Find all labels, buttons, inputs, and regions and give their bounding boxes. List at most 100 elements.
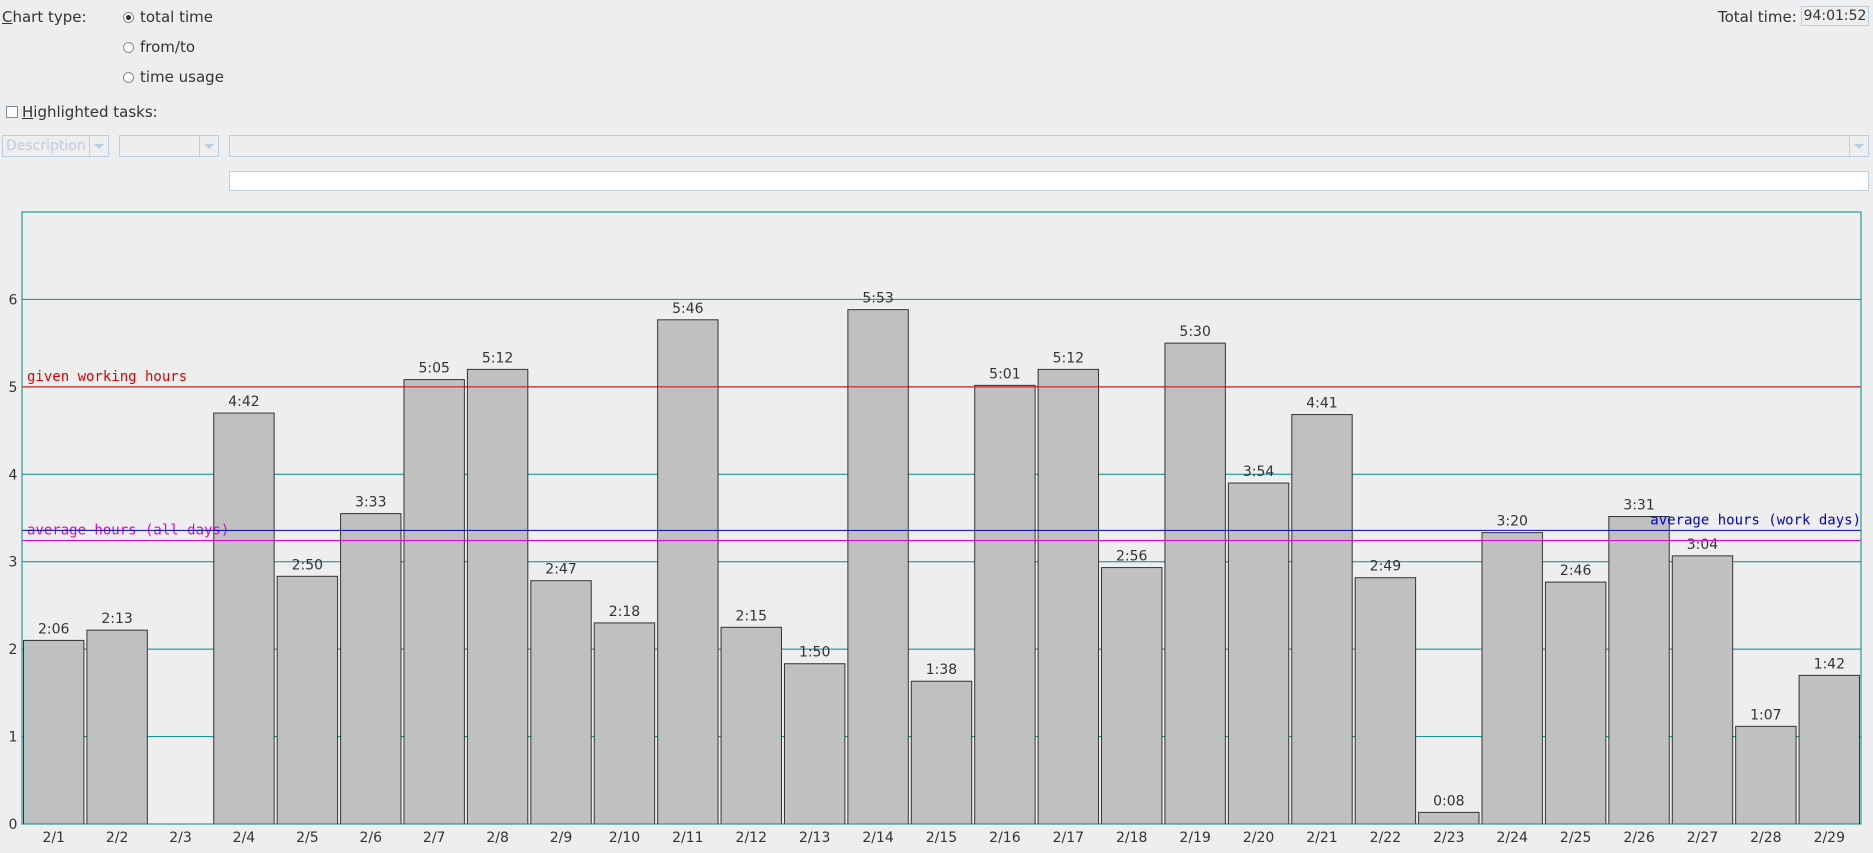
bar-value-label: 2:13 — [101, 611, 132, 627]
bar — [23, 639, 85, 825]
radio-time-usage[interactable]: time usage — [123, 68, 224, 86]
x-tick-label: 2/29 — [1814, 830, 1845, 846]
bar — [213, 412, 275, 825]
bar-value-label: 2:06 — [38, 621, 70, 637]
bar — [1418, 811, 1480, 825]
radio-indicator[interactable] — [123, 71, 134, 83]
x-tick-label: 2/20 — [1243, 830, 1274, 846]
field-select[interactable]: Description — [2, 135, 109, 157]
bar — [340, 513, 402, 825]
value-select[interactable] — [229, 135, 1869, 157]
bar-value-label: 1:07 — [1750, 707, 1781, 723]
bar — [1798, 674, 1860, 825]
x-tick-label: 2/23 — [1433, 830, 1464, 846]
radio-indicator[interactable] — [123, 41, 134, 53]
bar-value-label: 5:12 — [482, 350, 513, 366]
x-tick-label: 2/21 — [1306, 830, 1337, 846]
bar-value-label: 5:12 — [1053, 350, 1084, 366]
bar — [974, 384, 1036, 825]
radio-indicator[interactable] — [123, 11, 134, 23]
x-tick-label: 2/7 — [423, 830, 446, 846]
y-tick-label: 3 — [9, 555, 18, 571]
plot-frame — [21, 211, 1862, 825]
bar-value-label: 1:42 — [1814, 656, 1845, 672]
y-tick-label: 5 — [9, 380, 18, 396]
bar — [1037, 368, 1100, 825]
bar — [403, 379, 465, 825]
bar-value-label: 3:20 — [1496, 514, 1527, 530]
x-tick-label: 2/16 — [989, 830, 1021, 846]
x-tick-label: 2/8 — [486, 830, 509, 846]
x-tick-label: 2/9 — [550, 830, 573, 846]
bar-value-label: 1:38 — [926, 662, 957, 678]
x-tick-label: 2/19 — [1179, 830, 1210, 846]
y-tick-label: 6 — [9, 292, 18, 308]
x-tick-label: 2/2 — [106, 830, 129, 846]
chevron-down-icon[interactable] — [89, 136, 108, 156]
highlight-tasks-toggle[interactable]: Highlighted tasks: — [6, 103, 158, 121]
y-tick-label: 0 — [9, 817, 18, 833]
y-tick-label: 1 — [9, 730, 18, 746]
chevron-down-icon[interactable] — [199, 136, 218, 156]
x-tick-label: 2/1 — [42, 830, 65, 846]
bar-value-label: 2:49 — [1370, 559, 1401, 575]
x-tick-label: 2/28 — [1750, 830, 1781, 846]
x-tick-label: 2/5 — [296, 830, 319, 846]
bar — [657, 319, 719, 825]
x-tick-label: 2/17 — [1053, 830, 1084, 846]
bar — [1608, 516, 1670, 825]
bar — [593, 622, 656, 825]
operator-select[interactable] — [119, 135, 219, 157]
highlight-tasks-label: Highlighted tasks: — [22, 103, 158, 121]
bar-value-label: 0:08 — [1433, 793, 1464, 809]
bar-value-label: 3:31 — [1623, 498, 1654, 514]
bar — [720, 626, 782, 825]
highlight-tasks-checkbox[interactable] — [6, 106, 18, 118]
operator-select-value — [120, 136, 199, 156]
bar — [466, 368, 529, 825]
x-tick-label: 2/26 — [1623, 830, 1655, 846]
highlight-text-field[interactable] — [229, 171, 1869, 191]
bar-value-label: 3:54 — [1243, 464, 1275, 480]
bar — [530, 580, 592, 825]
bar-value-label: 4:42 — [228, 394, 259, 410]
chevron-down-icon[interactable] — [1849, 136, 1868, 156]
bar-value-label: 2:50 — [292, 557, 323, 573]
bar-value-label: 2:46 — [1560, 563, 1592, 579]
x-tick-label: 2/27 — [1687, 830, 1718, 846]
bar — [86, 629, 148, 825]
bar — [783, 663, 846, 825]
daily-hours-bar-chart: 0 1 2 3 4 5 6 2:06 2/1 2:13 2/2 2/3 4:42 2/4 2:50 2/5 3:… — [9, 211, 1862, 846]
x-tick-label: 2/3 — [169, 830, 192, 846]
bar — [1227, 482, 1290, 825]
x-tick-label: 2/13 — [799, 830, 830, 846]
bar — [1544, 581, 1607, 825]
radio-from-to[interactable]: from/to — [123, 38, 195, 56]
radio-total-time[interactable]: total time — [123, 8, 213, 26]
x-tick-label: 2/22 — [1370, 830, 1401, 846]
radio-label: total time — [140, 8, 213, 26]
x-tick-label: 2/4 — [233, 830, 256, 846]
reference-line-label: given working hours — [27, 369, 187, 385]
x-tick-label: 2/14 — [862, 830, 894, 846]
radio-label: from/to — [140, 38, 196, 56]
value-select-value — [230, 136, 1849, 156]
bar — [276, 575, 339, 825]
x-tick-label: 2/25 — [1560, 830, 1591, 846]
bar-value-label: 5:46 — [672, 301, 704, 317]
bar — [1735, 725, 1797, 825]
bar-value-label: 2:18 — [609, 604, 640, 620]
x-tick-label: 2/6 — [360, 830, 383, 846]
bar — [1481, 532, 1543, 825]
bar-value-label: 3:04 — [1687, 537, 1719, 553]
bar-value-label: 2:15 — [736, 608, 767, 624]
x-tick-label: 2/12 — [736, 830, 767, 846]
reference-line-label: average hours (work days) — [1650, 512, 1861, 528]
bar-value-label: 2:56 — [1116, 549, 1148, 565]
x-tick-label: 2/18 — [1116, 830, 1147, 846]
bar-value-label: 2:47 — [545, 562, 576, 578]
bar — [1671, 555, 1734, 825]
bar-value-label: 3:33 — [355, 495, 386, 511]
x-tick-label: 2/11 — [672, 830, 703, 846]
